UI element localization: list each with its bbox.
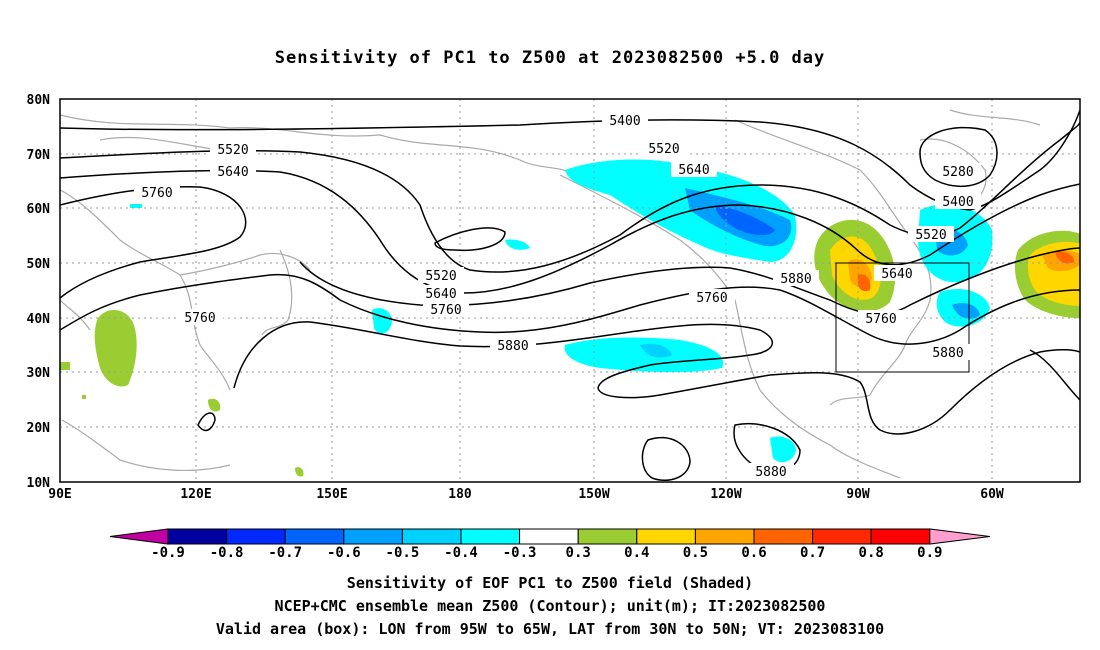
contour-label-5400: 5400 (602, 112, 648, 129)
footer-line-1: Sensitivity of EOF PC1 to Z500 field (Sh… (346, 574, 754, 592)
colorbar-swatch (636, 528, 696, 545)
contour-label-5880: 5880 (748, 463, 794, 480)
colorbar-tick-label: -0.7 (268, 545, 302, 561)
svg-text:5760: 5760 (141, 186, 172, 201)
contour-label-5520: 5520 (210, 141, 256, 158)
lon-label: 180 (448, 487, 472, 502)
colorbar-tick-label: 0.8 (859, 545, 884, 561)
footer-line-3: Valid area (box): LON from 95W to 65W, L… (215, 620, 885, 638)
lat-label: 10N (27, 476, 51, 491)
lat-label: 50N (27, 257, 51, 272)
grid-lines (60, 99, 1080, 482)
lat-label: 60N (27, 202, 51, 217)
svg-text:5640: 5640 (425, 287, 456, 302)
lon-label: 60W (980, 487, 1004, 502)
colorbar-tick-label: 0.4 (624, 545, 649, 561)
contour-label-5520: 5520 (418, 267, 464, 284)
sensitivity-map: 5400 5520 5640 5760 5520 5640 5520 5640 … (27, 93, 1081, 561)
colorbar-swatch (753, 528, 814, 545)
contour-label-5760: 5760 (134, 184, 180, 201)
lon-label: 150E (316, 487, 347, 502)
svg-text:5760: 5760 (865, 312, 896, 327)
lat-label: 20N (27, 421, 51, 436)
colorbar-swatch (577, 528, 638, 545)
contour-label-5880: 5880 (925, 344, 971, 361)
contour-label-5880: 5880 (490, 337, 536, 354)
contour-label-5760: 5760 (177, 309, 223, 326)
colorbar-tick-label: 0.5 (683, 545, 708, 561)
svg-text:5880: 5880 (932, 346, 963, 361)
svg-text:5520: 5520 (648, 142, 679, 157)
contour-label-5640: 5640 (418, 285, 464, 302)
contour-label-5880: 5880 (773, 270, 819, 287)
lon-label: 120E (180, 487, 211, 502)
longitude-labels: 90E 120E 150E 180 150W 120W 90W 60W (48, 487, 1004, 502)
svg-text:5760: 5760 (430, 303, 461, 318)
colorbar-tick-label: -0.3 (503, 545, 537, 561)
contour-label-5280: 5280 (935, 163, 981, 180)
colorbar-tick-label: 0.3 (566, 545, 591, 561)
lat-label: 70N (27, 148, 51, 163)
contour-label-5520: 5520 (908, 226, 954, 243)
svg-text:5280: 5280 (942, 165, 973, 180)
colorbar-tick-label: -0.6 (327, 545, 361, 561)
lon-label: 90W (846, 487, 870, 502)
colorbar-tick-label: -0.4 (444, 545, 478, 561)
colorbar-tick-label: -0.8 (210, 545, 244, 561)
svg-text:5880: 5880 (780, 272, 811, 287)
contour-labels: 5400 5520 5640 5760 5520 5640 5520 5640 … (134, 112, 981, 480)
colorbar-tick-label: 0.9 (917, 545, 942, 561)
contour-label-5760: 5760 (858, 310, 904, 327)
lon-label: 150W (578, 487, 609, 502)
contour-label-5640: 5640 (874, 265, 920, 282)
colorbar-swatch (343, 528, 403, 545)
colorbar: -0.9 -0.8 -0.7 -0.6 -0.5 -0.4 -0.3 0.3 0.4 0.5 0.6… (109, 528, 990, 561)
svg-text:5760: 5760 (696, 291, 727, 306)
colorbar-tick-label: 0.6 (741, 545, 766, 561)
map-title: Sensitivity of PC1 to Z500 at 2023082500… (274, 48, 826, 68)
lon-label: 90E (48, 487, 71, 502)
svg-text:5640: 5640 (678, 163, 709, 178)
contour-label-5640: 5640 (210, 163, 256, 180)
latitude-labels: 80N 70N 60N 50N 40N 30N 20N 10N (27, 93, 51, 491)
contour-label-5400: 5400 (935, 193, 981, 210)
lon-label: 120W (710, 487, 741, 502)
svg-text:5520: 5520 (217, 143, 248, 158)
colorbar-tick-label: 0.7 (800, 545, 825, 561)
colorbar-swatch (226, 528, 286, 545)
svg-text:5520: 5520 (915, 228, 946, 243)
sensitivity-shading (60, 159, 1080, 477)
colorbar-tick-label: -0.5 (386, 545, 420, 561)
colorbar-swatch (401, 528, 462, 545)
colorbar-swatch (167, 528, 228, 545)
lat-label: 30N (27, 366, 51, 381)
valid-area-box (835, 262, 970, 373)
contour-label-5760: 5760 (423, 301, 469, 318)
svg-text:5880: 5880 (497, 339, 528, 354)
colorbar-swatch (812, 528, 872, 545)
svg-text:5520: 5520 (425, 269, 456, 284)
lat-label: 40N (27, 312, 51, 327)
colorbar-swatch (460, 528, 521, 545)
colorbar-swatch (284, 528, 345, 545)
svg-text:5760: 5760 (184, 311, 215, 326)
svg-text:5880: 5880 (755, 465, 786, 480)
svg-text:5400: 5400 (942, 195, 973, 210)
colorbar-high-arrow (929, 528, 990, 545)
colorbar-tick-label: -0.9 (151, 545, 185, 561)
contour-label-5640: 5640 (671, 161, 717, 178)
svg-text:5400: 5400 (609, 114, 640, 129)
colorbar-swatch (694, 528, 755, 545)
footer-line-2: NCEP+CMC ensemble mean Z500 (Contour); u… (274, 597, 826, 615)
svg-text:5640: 5640 (217, 165, 248, 180)
colorbar-swatch (870, 528, 931, 545)
svg-text:5640: 5640 (881, 267, 912, 282)
lat-label: 80N (27, 93, 51, 108)
colorbar-swatch (519, 528, 579, 545)
contour-label-5520: 5520 (641, 140, 687, 157)
contour-label-5760: 5760 (689, 289, 735, 306)
colorbar-low-arrow (109, 528, 169, 545)
